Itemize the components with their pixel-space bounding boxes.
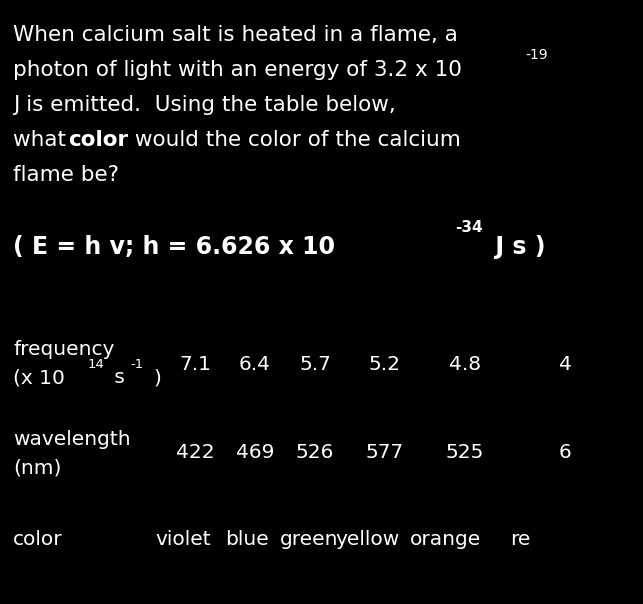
Text: 6: 6 [559,443,572,462]
Text: color: color [13,530,62,549]
Text: violet: violet [155,530,211,549]
Text: -19: -19 [525,48,548,62]
Text: would the color of the calcium: would the color of the calcium [128,130,461,150]
Text: (nm): (nm) [13,458,61,477]
Text: s: s [108,368,125,387]
Text: 422: 422 [176,443,214,462]
Text: what: what [13,130,73,150]
Text: (x 10: (x 10 [13,368,65,387]
Text: When calcium salt is heated in a flame, a: When calcium salt is heated in a flame, … [13,25,458,45]
Text: green: green [280,530,338,549]
Text: blue: blue [225,530,269,549]
Text: photon of light with an energy of 3.2 x 10: photon of light with an energy of 3.2 x … [13,60,462,80]
Text: 577: 577 [366,443,404,462]
Text: yellow: yellow [335,530,399,549]
Text: frequency: frequency [13,340,114,359]
Text: 5.2: 5.2 [369,355,401,374]
Text: 5.7: 5.7 [299,355,331,374]
Text: color: color [68,130,128,150]
Text: ( E = h v; h = 6.626 x 10: ( E = h v; h = 6.626 x 10 [13,235,335,259]
Text: J is emitted.  Using the table below,: J is emitted. Using the table below, [13,95,395,115]
Text: ): ) [153,368,161,387]
Text: -34: -34 [455,220,483,235]
Text: 6.4: 6.4 [239,355,271,374]
Text: 4.8: 4.8 [449,355,481,374]
Text: flame be?: flame be? [13,165,119,185]
Text: 4: 4 [559,355,572,374]
Text: 14: 14 [88,358,105,371]
Text: -1: -1 [130,358,143,371]
Text: orange: orange [410,530,481,549]
Text: 525: 525 [446,443,484,462]
Text: J s ): J s ) [487,235,545,259]
Text: 526: 526 [296,443,334,462]
Text: wavelength: wavelength [13,430,131,449]
Text: re: re [510,530,530,549]
Text: 7.1: 7.1 [179,355,211,374]
Text: 469: 469 [236,443,274,462]
